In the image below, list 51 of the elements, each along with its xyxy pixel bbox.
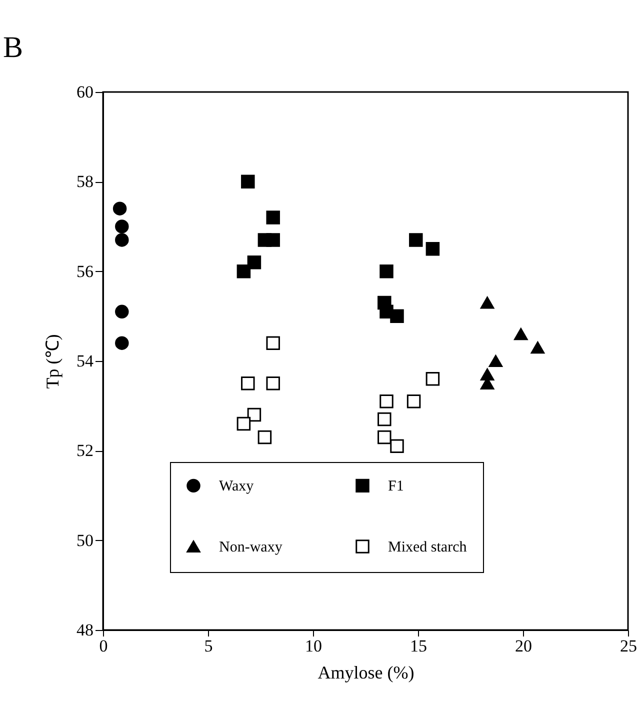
- x-axis-title: Amylose (%): [318, 662, 414, 682]
- legend-label: Non-waxy: [219, 540, 283, 556]
- point: [480, 296, 494, 309]
- x-tick-label: 15: [410, 636, 427, 656]
- x-tick-label: 0: [99, 636, 108, 656]
- x-tick-label: 5: [204, 636, 213, 656]
- x-tick-label: 10: [305, 636, 322, 656]
- y-tick-label: 48: [76, 620, 94, 640]
- point: [266, 336, 280, 350]
- x-tick-label: 25: [620, 636, 637, 656]
- point: [488, 354, 503, 368]
- point: [426, 242, 440, 256]
- y-tick-label: 58: [76, 172, 94, 192]
- legend-label: Waxy: [219, 478, 254, 495]
- point: [112, 202, 127, 216]
- point: [115, 233, 129, 247]
- point: [247, 255, 262, 270]
- point: [266, 233, 280, 247]
- point: [115, 336, 129, 350]
- point: [266, 210, 280, 224]
- point: [241, 174, 255, 189]
- legend-label: Mixed starch: [388, 540, 468, 556]
- y-tick-label: 52: [76, 441, 94, 460]
- point: [426, 372, 440, 386]
- point: [390, 439, 404, 454]
- point: [241, 376, 255, 390]
- legend-label: F1: [388, 478, 404, 495]
- point: [115, 220, 129, 234]
- point: [409, 233, 423, 247]
- point: [380, 394, 394, 408]
- point: [406, 394, 421, 408]
- point: [378, 430, 392, 444]
- point: [380, 264, 394, 278]
- point: [266, 376, 280, 390]
- chart-title: B: [3, 31, 24, 64]
- x-tick-label: 20: [515, 636, 532, 656]
- y-tick-label: 56: [76, 262, 94, 281]
- point: [247, 408, 262, 422]
- point: [115, 304, 129, 319]
- point: [236, 416, 251, 431]
- point: [530, 341, 545, 354]
- point: [390, 309, 404, 324]
- y-tick-label: 60: [76, 82, 94, 102]
- point: [236, 264, 251, 278]
- point: [258, 430, 272, 444]
- y-tick-label: 54: [76, 352, 94, 370]
- point: [480, 368, 494, 381]
- point: [514, 328, 528, 340]
- y-axis-title: Tp (℃): [42, 334, 62, 389]
- point: [378, 412, 392, 426]
- y-tick-label: 50: [76, 530, 94, 550]
